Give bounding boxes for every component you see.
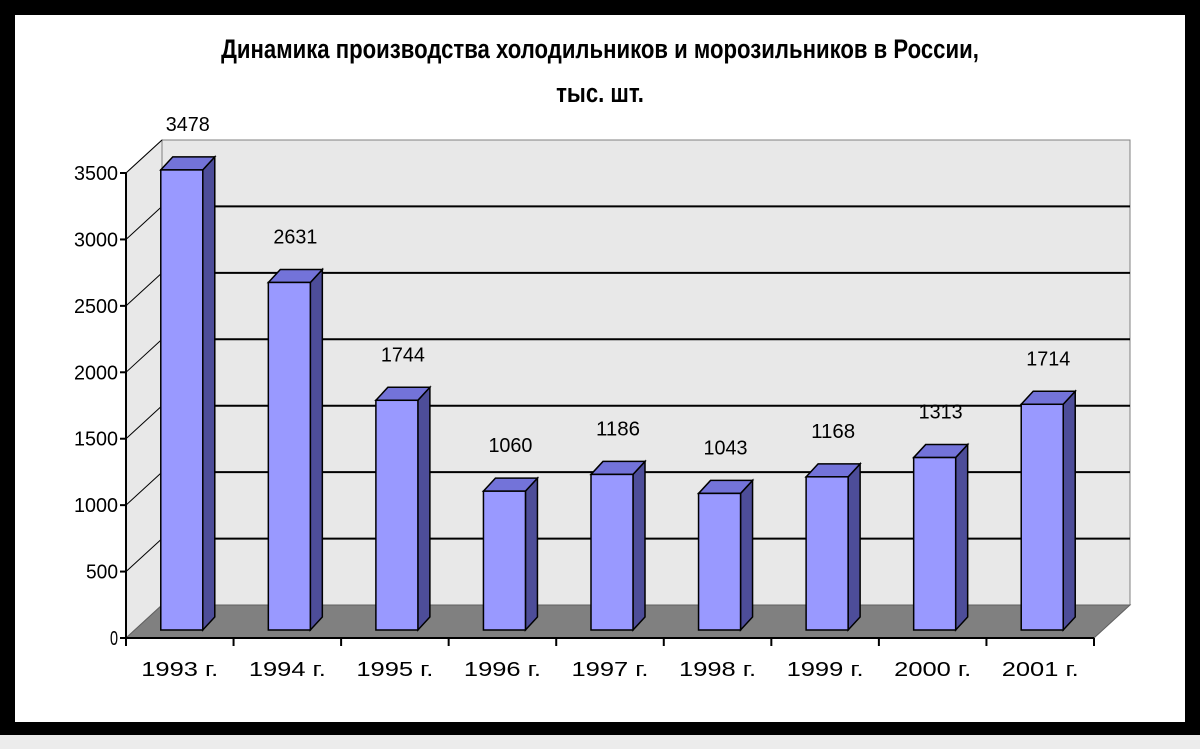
x-tick-label: 1996 г. [464,659,541,681]
y-tick-label: 500 [86,562,118,584]
bar [911,442,970,632]
data-label: 1168 [811,421,855,443]
bar-side [954,442,969,632]
bar-front [805,476,849,631]
side-wall [125,138,163,640]
chart-subtitle: тыс. шт. [556,78,644,108]
y-tick-label: 2000 [74,362,118,384]
bar-front [482,490,527,631]
data-label: 1060 [488,435,532,457]
x-tick-label: 1998 г. [679,659,756,681]
bar-front [375,399,419,631]
bar [266,267,325,632]
gridline-depth [125,272,163,307]
bar-front [267,281,312,631]
gridline-depth [125,338,163,373]
bar [159,155,217,632]
bar-front [697,492,742,631]
data-label: 2631 [273,226,317,248]
bar [696,478,755,632]
x-tick-label: 1994 г. [249,659,326,681]
x-tick-label: 1995 г. [356,659,433,681]
gridline-depth [125,405,163,440]
bar-side [847,461,861,632]
data-label: 1744 [381,344,425,366]
back-wall [161,139,1131,606]
bar-side [1062,389,1076,632]
bar [481,476,540,632]
x-tick-label: 2001 г. [1002,659,1079,681]
data-label: 3478 [166,114,210,136]
y-tick-label: 0 [110,628,118,650]
bar-front [912,456,957,631]
x-tick-label: 1997 г. [572,659,649,681]
gridline-depth [125,471,163,506]
y-tick-label: 1500 [74,429,118,451]
bar-side [417,385,431,632]
bar-side [202,155,216,632]
y-tick-label: 1000 [74,495,118,517]
data-label: 1186 [596,418,640,440]
bar [804,461,862,632]
bar-side [524,476,539,632]
data-label: 1313 [919,402,963,424]
chart-title: Динамика производства холодильников и мо… [221,34,979,64]
bar [374,385,432,632]
gridline-depth [125,538,163,572]
bar-side [632,459,646,632]
data-label: 1043 [704,437,748,459]
gridline-depth [125,206,163,240]
bar-front [1020,403,1064,631]
bar-side [739,478,754,632]
x-tick-label: 1999 г. [787,659,864,681]
y-tick-label: 2500 [74,296,118,318]
bar-side [309,267,324,632]
y-tick-label: 3000 [74,229,118,251]
x-tick-label: 1993 г. [141,659,218,681]
bar-front [590,473,634,631]
bar [1019,389,1077,632]
x-tick-label: 2000 г. [894,659,971,681]
data-label: 1714 [1026,348,1070,370]
bar-front [160,169,204,631]
bar [589,459,647,632]
gridline-depth [125,139,163,174]
y-tick-label: 3500 [74,163,118,185]
